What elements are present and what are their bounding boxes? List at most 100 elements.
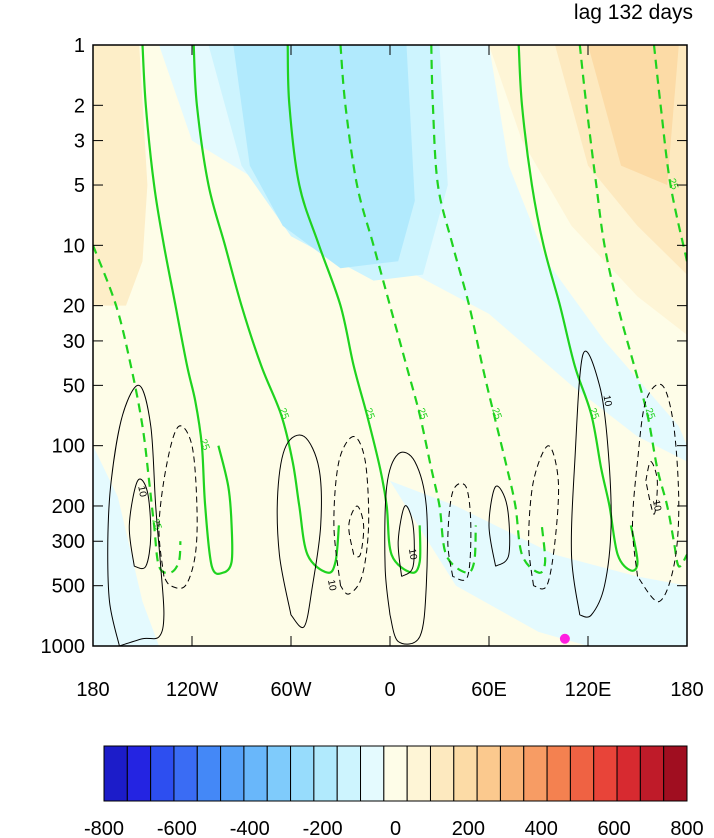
colorbar-label: -600 xyxy=(157,818,197,838)
colorbar-label: -400 xyxy=(230,818,270,838)
colorbar-box xyxy=(126,745,152,802)
x-tick-label: 60W xyxy=(270,679,311,701)
colorbar-box xyxy=(593,745,618,802)
colorbar-box xyxy=(336,745,362,802)
green-contour-3 xyxy=(286,45,422,574)
green-contour-label: 25 xyxy=(276,407,290,422)
black-contour-10 xyxy=(528,445,560,590)
colorbar-box xyxy=(290,745,315,802)
y-tick-label: 1000 xyxy=(41,636,86,658)
colorbar-box xyxy=(476,745,501,802)
green-contour-label: 25 xyxy=(362,407,376,422)
y-tick-label: 200 xyxy=(52,496,85,518)
black-contour-label: 10 xyxy=(406,548,419,561)
black-contour-label: 10 xyxy=(650,499,663,512)
colorbar-box xyxy=(616,745,641,802)
green-contour-6 xyxy=(517,45,639,572)
green-contour-8 xyxy=(652,45,687,262)
colorbar-box xyxy=(499,745,525,802)
black-contours: 10 10 10 10 10 xyxy=(107,350,680,646)
green-contours: 25 25 25 25 25 25 25 25 25 xyxy=(93,45,687,575)
x-tick-label: 120W xyxy=(166,679,218,701)
x-tick-label: 180 xyxy=(76,679,109,701)
y-tick-label: 5 xyxy=(74,175,85,197)
x-axis: 180 120W 60W 0 60E 120E 180 xyxy=(76,45,704,701)
y-tick-label: 3 xyxy=(74,131,85,153)
black-contour-9 xyxy=(488,485,511,567)
field-cool-lower-east xyxy=(390,480,687,646)
colorbar-label: -200 xyxy=(303,818,343,838)
black-contour-3 xyxy=(276,434,322,629)
chart-title: lag 132 days xyxy=(574,1,693,24)
green-contour-0 xyxy=(93,244,182,575)
black-contour-11 xyxy=(570,350,612,618)
black-contour-5 xyxy=(348,505,365,558)
green-contour-label: 25 xyxy=(197,438,211,453)
y-tick-label: 100 xyxy=(52,436,85,458)
y-tick-label: 2 xyxy=(74,95,85,117)
colorbar-box xyxy=(453,745,478,802)
green-contour-label: 25 xyxy=(149,517,163,532)
x-tick-label: 60E xyxy=(471,679,507,701)
y-tick-label: 10 xyxy=(63,235,85,257)
colorbar-box xyxy=(569,745,595,802)
black-contour-7 xyxy=(397,505,415,577)
x-tick-label: 120E xyxy=(565,679,612,701)
black-contour-12 xyxy=(631,383,680,603)
black-contour-13 xyxy=(645,460,658,515)
colorbar-box xyxy=(150,745,175,802)
colorbar-box xyxy=(429,745,455,802)
colorbar-box xyxy=(313,745,338,802)
colorbar-box xyxy=(220,745,245,802)
colorbar-box xyxy=(360,745,385,802)
green-contour-label: 25 xyxy=(643,407,657,422)
x-tick-label: 180 xyxy=(670,679,703,701)
black-contour-label: 10 xyxy=(601,394,614,407)
black-contour-4 xyxy=(333,435,370,595)
y-tick-label: 1 xyxy=(74,35,85,57)
colorbar-box xyxy=(243,745,268,802)
green-contour-label: 25 xyxy=(415,407,429,422)
field-warm-east-core xyxy=(588,45,679,185)
green-contour-label: 25 xyxy=(666,177,680,192)
y-tick-label: 30 xyxy=(63,331,85,353)
green-contour-label: 25 xyxy=(587,407,601,422)
colorbar-label: 0 xyxy=(390,818,401,838)
shaded-field xyxy=(93,45,687,646)
green-contour-5 xyxy=(430,45,547,574)
colorbar-box xyxy=(546,745,571,802)
green-contour-4 xyxy=(339,45,477,574)
black-contour-label: 10 xyxy=(325,579,338,592)
colorbar-box xyxy=(196,745,222,802)
location-marker xyxy=(559,633,570,644)
colorbar-label: -800 xyxy=(84,818,124,838)
y-tick-label: 500 xyxy=(52,576,85,598)
colorbar-box xyxy=(639,745,665,802)
colorbar-box xyxy=(663,745,688,802)
y-tick-label: 20 xyxy=(63,296,85,318)
colorbar: -800 -600 -400 -200 0 200 400 600 800 xyxy=(84,745,704,838)
colorbar-box xyxy=(523,745,548,802)
colorbar-label: 800 xyxy=(670,818,703,838)
black-contour-2 xyxy=(158,425,198,589)
y-tick-label: 300 xyxy=(52,531,85,553)
colorbar-box xyxy=(266,745,292,802)
black-contour-label: 10 xyxy=(135,485,148,498)
colorbar-label: 400 xyxy=(525,818,558,838)
colorbar-box xyxy=(406,745,431,802)
black-contour-0 xyxy=(107,384,165,646)
colorbar-label: 200 xyxy=(452,818,485,838)
x-tick-label: 0 xyxy=(384,679,395,701)
marker-layer xyxy=(559,633,570,644)
green-contour-7 xyxy=(578,45,687,568)
y-tick-label: 50 xyxy=(63,375,85,397)
green-contour-2 xyxy=(192,45,340,574)
colorbar-box xyxy=(383,745,408,802)
black-contour-1 xyxy=(128,478,152,570)
black-contour-6 xyxy=(384,451,428,645)
y-axis: 1 2 3 5 10 20 30 50 100 200 300 500 1000 xyxy=(41,35,687,658)
field-warm-west xyxy=(93,45,148,306)
green-contour-1 xyxy=(141,45,234,575)
colorbar-box xyxy=(103,745,128,802)
